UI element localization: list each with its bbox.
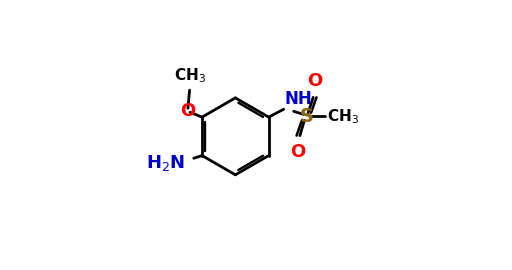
Text: O: O <box>307 72 323 90</box>
Text: H$_2$N: H$_2$N <box>146 153 185 173</box>
Text: CH$_3$: CH$_3$ <box>327 107 359 126</box>
Text: NH: NH <box>284 90 312 108</box>
Text: CH$_3$: CH$_3$ <box>174 67 206 85</box>
Text: S: S <box>300 107 313 126</box>
Text: O: O <box>290 143 306 161</box>
Text: O: O <box>180 102 196 120</box>
